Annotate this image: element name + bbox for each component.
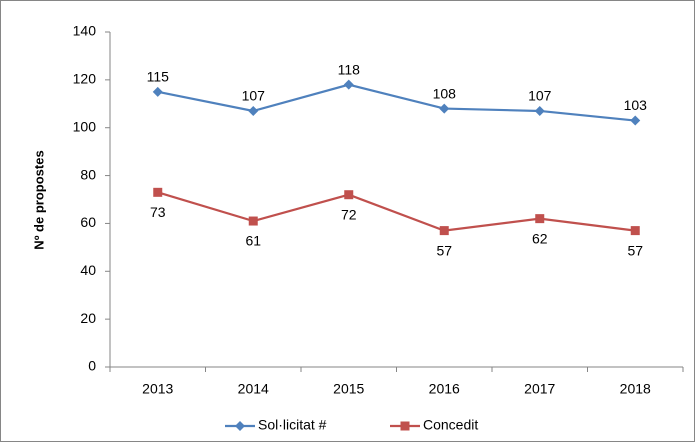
- x-tick-label: 2013: [142, 381, 173, 397]
- data-point: [630, 226, 640, 236]
- data-point: [535, 214, 545, 224]
- data-label: 57: [436, 242, 452, 258]
- x-tick-label: 2018: [620, 381, 651, 397]
- y-tick-label: 0: [88, 358, 96, 374]
- legend-marker: [235, 421, 245, 431]
- x-tick-label: 2017: [524, 381, 555, 397]
- series-line: [157, 191, 636, 232]
- data-label: 107: [528, 88, 552, 104]
- data-point: [630, 115, 641, 126]
- data-label: 118: [338, 61, 361, 77]
- legend-marker: [400, 421, 410, 431]
- y-tick-label: 20: [80, 310, 96, 326]
- data-point: [344, 190, 354, 200]
- data-label: 107: [242, 88, 266, 104]
- data-point: [439, 226, 449, 236]
- x-tick-label: 2015: [333, 381, 364, 397]
- data-label: 115: [147, 69, 170, 85]
- data-label: 61: [245, 233, 261, 249]
- series-line: [157, 83, 636, 122]
- x-tick-label: 2016: [429, 381, 460, 397]
- data-point: [153, 187, 163, 197]
- data-label: 57: [627, 242, 643, 258]
- y-tick-label: 140: [73, 23, 97, 39]
- data-point: [439, 103, 450, 114]
- data-point: [534, 105, 545, 116]
- x-tick-label: 2014: [238, 381, 269, 397]
- data-label: 72: [341, 206, 357, 222]
- y-tick-label: 100: [73, 118, 97, 134]
- y-axis-label: Nº de propostes: [31, 150, 46, 249]
- data-point: [248, 105, 259, 116]
- data-point: [343, 79, 354, 90]
- data-point: [248, 216, 258, 226]
- data-label: 103: [624, 97, 648, 113]
- data-point: [152, 86, 163, 97]
- data-label: 62: [532, 230, 548, 246]
- y-tick-label: 40: [80, 262, 96, 278]
- legend-label: Concedit: [423, 417, 478, 433]
- y-tick-label: 120: [73, 71, 97, 87]
- data-label: 108: [433, 85, 457, 101]
- y-tick-label: 80: [80, 166, 96, 182]
- legend-label: Sol·licitat #: [258, 417, 327, 433]
- y-tick-label: 60: [80, 214, 96, 230]
- data-label: 73: [150, 204, 166, 220]
